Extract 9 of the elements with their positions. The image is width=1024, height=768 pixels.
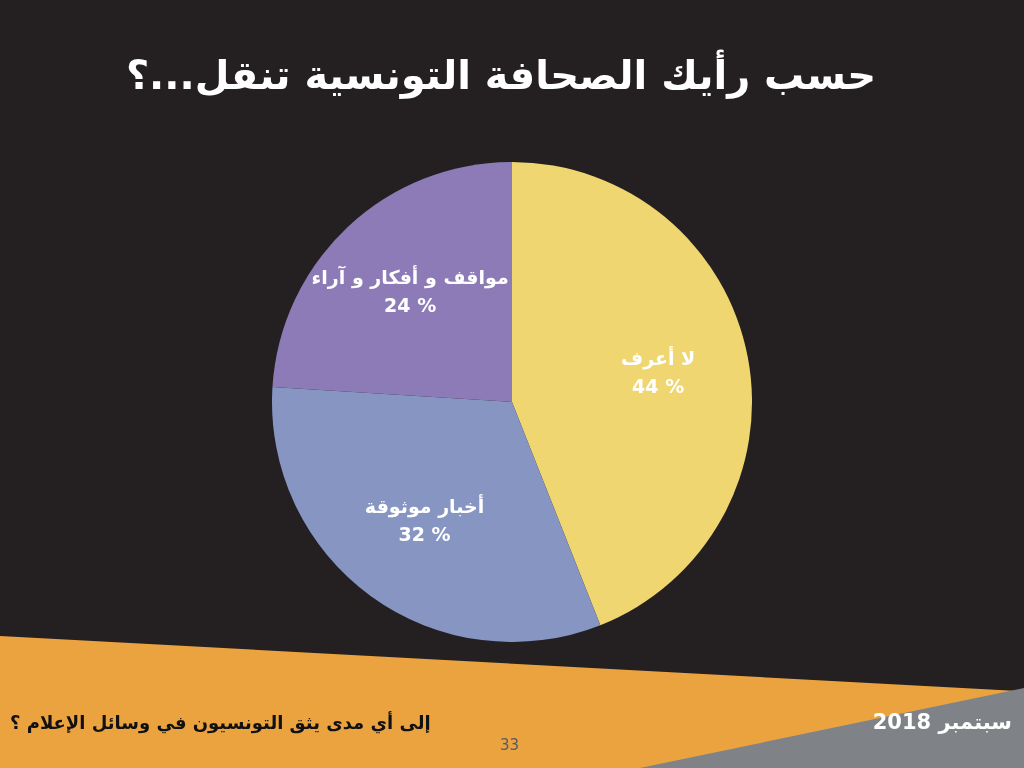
slice-label: أخبار موثوقة [364,494,485,519]
data-label: 32 % [398,523,451,546]
text: إلى أي مدى يثق التونسيون في وسائل الإعلام ؟ [10,712,431,733]
data-label: 44 % [632,375,685,398]
slice-label: لا أعرف [621,346,696,371]
text: سبتمبر 2018 [872,710,1012,734]
data-label: 24 % [384,294,437,317]
slice-label: مواقف و أفكار و آراء [311,265,509,290]
text: 33 [500,736,520,754]
